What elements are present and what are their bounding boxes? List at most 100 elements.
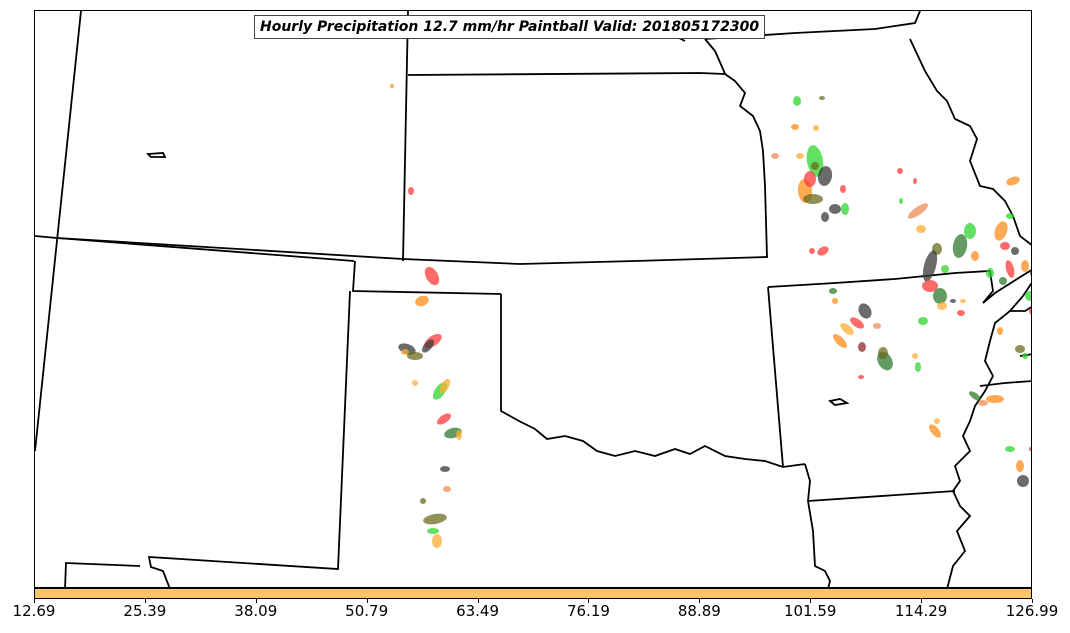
- precip-blob: [809, 248, 815, 254]
- precip-blob: [412, 380, 418, 386]
- precip-blob: [840, 323, 854, 335]
- precip-blob: [440, 466, 450, 472]
- precip-blob: [997, 327, 1003, 335]
- border-ar-la: [807, 490, 956, 502]
- precip-blob: [437, 413, 451, 425]
- colorbar-tick-label: 50.79: [345, 602, 389, 620]
- precip-blob: [811, 162, 819, 170]
- precip-blob: [858, 375, 864, 379]
- precip-blob: [1022, 353, 1028, 359]
- precip-blob: [423, 513, 447, 525]
- precip-blob: [424, 266, 440, 286]
- colorbar-tick-mark: [921, 599, 923, 603]
- precip-blob: [937, 302, 947, 310]
- colorbar-tick-label: 38.09: [234, 602, 278, 620]
- precip-blob: [841, 203, 849, 215]
- precip-blob: [427, 528, 439, 534]
- border-mo-river-north: [704, 38, 726, 75]
- colorbar-tick-mark: [477, 599, 479, 603]
- precip-blob: [897, 168, 903, 174]
- precip-blob: [796, 153, 804, 159]
- precip-blob: [964, 223, 976, 239]
- precip-blob: [1029, 307, 1031, 315]
- colorbar-tick-mark: [255, 599, 257, 603]
- precip-blob: [960, 299, 966, 303]
- precip-blob: [791, 124, 799, 130]
- border-ok-ar: [767, 286, 784, 468]
- precip-blob: [978, 400, 988, 406]
- colorbar-tick-label: 76.19: [566, 602, 610, 620]
- colorbar-tick-mark: [588, 599, 590, 603]
- precip-blob: [833, 334, 847, 348]
- precip-blob: [1011, 247, 1019, 255]
- precip-blob: [941, 265, 949, 273]
- precip-blob: [999, 277, 1007, 285]
- precip-blob: [1015, 345, 1025, 353]
- precip-blob: [817, 246, 829, 256]
- border-co-nm: [56, 237, 355, 262]
- precip-blob: [420, 498, 426, 504]
- border-wy-co-ne: [35, 235, 404, 260]
- colorbar-tick-label: 63.49: [456, 602, 500, 620]
- border-tn-ms: [979, 380, 1031, 387]
- colorbar-tick-mark: [1032, 599, 1033, 603]
- border-co-ks-south: [352, 260, 502, 295]
- precip-blob: [407, 352, 423, 360]
- precip-blob: [803, 194, 823, 204]
- precip-blob: [912, 353, 918, 359]
- precip-blob: [819, 96, 825, 100]
- colorbar-tick-label: 25.39: [123, 602, 167, 620]
- border-mississippi: [946, 282, 1031, 587]
- colorbar-tick-mark: [366, 599, 368, 603]
- border-co-ne-ks: [402, 11, 409, 262]
- border-ne-ks: [407, 72, 726, 76]
- precip-blob: [873, 323, 881, 329]
- precip-blob: [415, 295, 429, 307]
- border-ut-co: [35, 11, 82, 452]
- border-az-nm-south: [64, 562, 141, 587]
- colorbar-tick-label: 114.29: [894, 602, 948, 620]
- precip-blob: [918, 317, 928, 325]
- border-ms-east: [1010, 306, 1031, 312]
- precip-blob: [1006, 176, 1020, 186]
- precip-blob: [934, 418, 940, 424]
- map-panel: [34, 10, 1032, 588]
- precip-blob: [952, 234, 968, 258]
- precip-blob: [1021, 260, 1029, 272]
- precip-blob: [933, 288, 947, 304]
- precip-blob: [793, 96, 801, 106]
- state-borders: [35, 11, 1031, 587]
- precip-blob: [1030, 270, 1031, 276]
- precip-blob: [817, 166, 833, 186]
- precip-blob: [813, 125, 819, 131]
- precip-blob: [1005, 260, 1015, 278]
- precip-blob: [408, 187, 414, 195]
- precip-blob: [443, 486, 451, 492]
- precip-blob: [1000, 242, 1010, 250]
- precip-blob: [971, 251, 979, 261]
- precip-blob: [806, 145, 824, 177]
- precip-blob: [829, 288, 837, 294]
- colorbar-tick-mark: [699, 599, 701, 603]
- map-title: Hourly Precipitation 12.7 mm/hr Paintbal…: [254, 15, 766, 39]
- border-nm-tx-panhandle: [147, 290, 351, 587]
- precip-blob: [390, 84, 394, 88]
- precip-blob: [957, 310, 965, 316]
- precip-blob: [913, 178, 917, 184]
- precip-blob: [907, 203, 929, 219]
- colorbar-tick-label: 12.69: [12, 602, 56, 620]
- precip-blob: [858, 342, 866, 352]
- colorbar-tick-mark: [810, 599, 812, 603]
- precip-blob: [916, 225, 926, 233]
- precip-blob: [878, 347, 888, 359]
- colorbar-tick-mark: [34, 599, 35, 603]
- precip-blob: [456, 430, 462, 440]
- precip-blob: [915, 362, 921, 372]
- precip-blob: [850, 317, 864, 329]
- colorbar-tick-mark: [144, 599, 146, 603]
- precip-blob: [986, 268, 994, 278]
- precip-blob: [994, 221, 1008, 241]
- precip-blob: [840, 185, 846, 193]
- border-tx-ar-red: [804, 463, 831, 587]
- precip-blob: [899, 198, 903, 204]
